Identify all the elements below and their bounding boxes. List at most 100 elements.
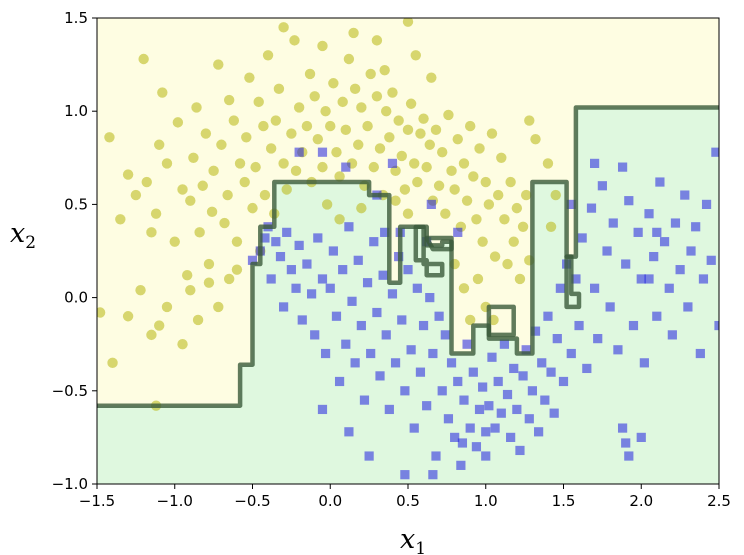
boundary-island xyxy=(413,224,445,278)
class1-point xyxy=(275,251,286,262)
class0-point xyxy=(496,152,507,163)
class1-point xyxy=(456,460,466,470)
class0-point xyxy=(177,339,188,350)
class1-point xyxy=(530,326,541,336)
class1-point xyxy=(499,339,510,349)
class1-point xyxy=(362,278,373,288)
class1-point xyxy=(409,423,419,433)
class0-point xyxy=(465,314,476,326)
class0-point xyxy=(396,150,407,162)
class0-point xyxy=(412,176,423,188)
class0-point xyxy=(259,189,271,201)
class1-point xyxy=(422,401,432,411)
class0-point xyxy=(317,40,328,52)
class0-point xyxy=(480,176,491,188)
class1-point xyxy=(328,246,338,256)
class0-point xyxy=(135,284,146,296)
class0-point xyxy=(461,195,473,206)
class0-point xyxy=(228,115,240,126)
x-tick-label: 2.5 xyxy=(707,492,731,510)
class0-point xyxy=(130,189,142,201)
class0-point xyxy=(320,106,331,117)
y-tick-label: 0.5 xyxy=(64,195,88,213)
class1-point xyxy=(384,404,394,415)
x-tick-label: 1.5 xyxy=(552,492,576,510)
class1-point xyxy=(636,274,646,284)
class0-point xyxy=(157,87,168,98)
class1-point xyxy=(695,348,705,359)
class0-point xyxy=(317,161,328,173)
class0-point xyxy=(426,72,437,83)
class0-point xyxy=(474,143,485,154)
class1-point xyxy=(313,233,323,243)
class1-point xyxy=(282,227,292,237)
class0-point xyxy=(107,357,118,369)
class1-point xyxy=(659,237,670,247)
class0-point xyxy=(440,208,451,219)
class1-point xyxy=(597,181,607,191)
class1-point xyxy=(317,147,328,157)
class0-point xyxy=(122,169,134,180)
class1-point xyxy=(540,395,550,405)
class0-point xyxy=(312,133,324,145)
class0-point xyxy=(390,195,401,206)
class1-point xyxy=(474,404,485,415)
class1-point xyxy=(380,227,390,237)
class0-point xyxy=(122,311,134,322)
class1-point xyxy=(465,423,475,433)
class1-point xyxy=(549,408,559,418)
class1-point xyxy=(698,274,709,284)
class1-point xyxy=(506,432,516,442)
class1-point xyxy=(493,376,503,387)
class1-point xyxy=(537,358,547,368)
class0-point xyxy=(304,68,316,80)
class0-point xyxy=(499,214,510,225)
class1-point xyxy=(457,438,468,448)
class0-point xyxy=(172,117,184,128)
class1-point xyxy=(294,147,304,157)
class0-point xyxy=(247,202,258,214)
class1-point xyxy=(667,330,677,340)
class1-point xyxy=(509,363,519,374)
class1-point xyxy=(325,283,335,293)
class0-point xyxy=(418,113,429,124)
class0-point xyxy=(505,176,516,188)
class1-point xyxy=(582,363,592,374)
class0-point xyxy=(200,128,212,139)
class0-point xyxy=(161,158,173,169)
class1-point xyxy=(364,451,374,461)
class0-point xyxy=(213,301,224,313)
x-tick-label: 0.0 xyxy=(318,492,342,510)
class0-point xyxy=(328,78,339,89)
class1-point xyxy=(649,251,659,262)
class1-point xyxy=(406,345,416,355)
class1-point xyxy=(302,259,312,269)
class0-point xyxy=(141,176,152,188)
class0-point xyxy=(443,109,454,121)
class1-point xyxy=(369,237,379,247)
class0-point xyxy=(433,180,445,191)
class1-point xyxy=(680,190,690,200)
class1-point xyxy=(633,227,643,237)
class0-point xyxy=(468,171,479,182)
class0-point xyxy=(530,133,541,145)
class0-point xyxy=(301,120,313,132)
class0-point xyxy=(430,124,442,136)
class1-point xyxy=(478,382,488,392)
class1-point xyxy=(571,274,581,284)
class1-point xyxy=(434,311,444,321)
class1-point xyxy=(496,408,506,418)
class1-point xyxy=(621,438,631,448)
x-axis-label: x1 xyxy=(400,524,426,555)
class1-point xyxy=(655,177,665,187)
class1-point xyxy=(555,283,565,293)
class1-point xyxy=(425,293,435,303)
class0-point xyxy=(402,208,414,219)
class1-point xyxy=(359,395,370,405)
class0-point xyxy=(365,68,376,80)
class1-point xyxy=(331,311,342,321)
class0-point xyxy=(309,91,320,102)
class0-point xyxy=(415,128,426,139)
class0-point xyxy=(362,120,373,132)
